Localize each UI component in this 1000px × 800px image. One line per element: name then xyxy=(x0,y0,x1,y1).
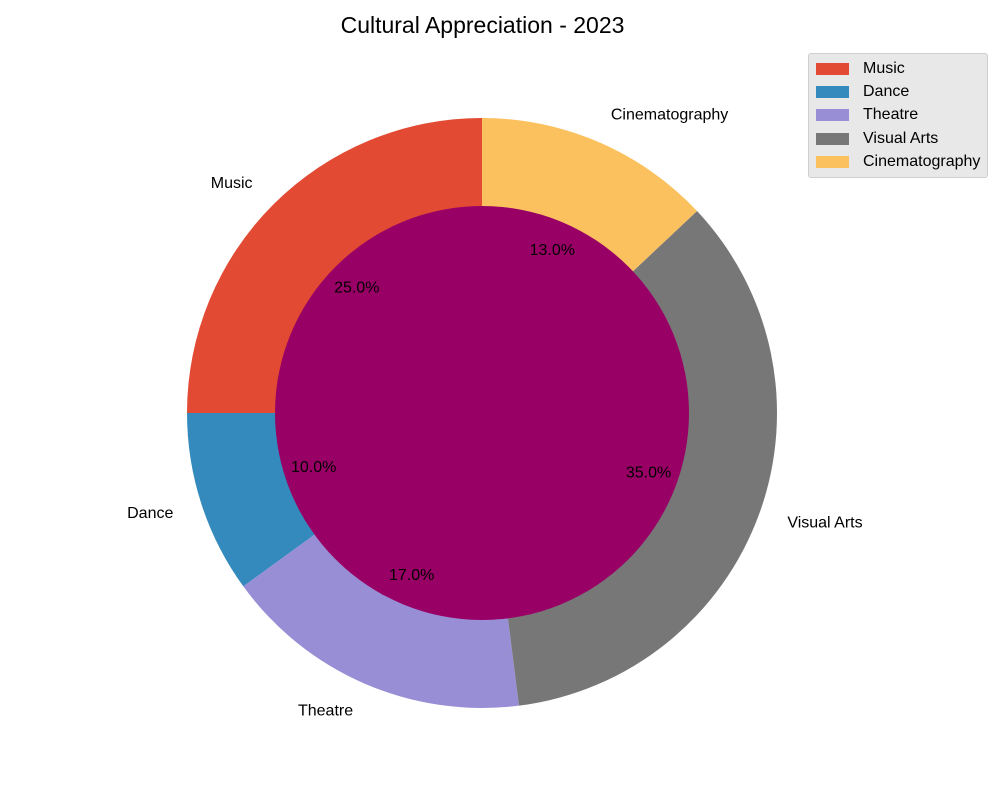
legend-swatch xyxy=(816,62,849,75)
percent-label-cinematography: 13.0% xyxy=(530,242,575,259)
legend-label: Theatre xyxy=(863,106,919,124)
legend-swatch xyxy=(816,132,849,145)
percent-label-dance: 10.0% xyxy=(291,459,336,476)
center-circle xyxy=(275,206,689,620)
percent-label-visual-arts: 35.0% xyxy=(626,464,671,481)
percent-label-theatre: 17.0% xyxy=(389,567,434,584)
legend-item-visual-arts: Visual Arts xyxy=(809,127,987,150)
legend-swatch xyxy=(816,86,849,99)
legend-item-theatre: Theatre xyxy=(809,104,987,127)
slice-label-visual-arts: Visual Arts xyxy=(787,514,862,531)
legend-label: Cinematography xyxy=(863,153,981,171)
slice-label-dance: Dance xyxy=(127,505,173,522)
legend-swatch xyxy=(816,109,849,122)
legend-swatch xyxy=(816,156,849,169)
legend-label: Dance xyxy=(863,83,910,101)
labels-layer: Music 25.0% Dance 10.0% Theatre 17.0% Visual A… xyxy=(127,107,862,720)
legend-item-dance: Dance xyxy=(809,80,987,103)
percent-label-music: 25.0% xyxy=(334,279,379,296)
legend-item-cinematography: Cinematography xyxy=(809,151,987,174)
legend-label: Visual Arts xyxy=(863,129,939,147)
legend: Music Dance Theatre Visual Arts Cinematograp… xyxy=(808,53,988,178)
chart-title: Cultural Appreciation - 2023 xyxy=(340,12,625,38)
legend-label: Music xyxy=(863,59,905,77)
slice-label-theatre: Theatre xyxy=(298,702,353,719)
slice-label-music: Music xyxy=(211,175,253,192)
slice-label-cinematography: Cinematography xyxy=(611,107,728,124)
legend-item-music: Music xyxy=(809,57,987,80)
